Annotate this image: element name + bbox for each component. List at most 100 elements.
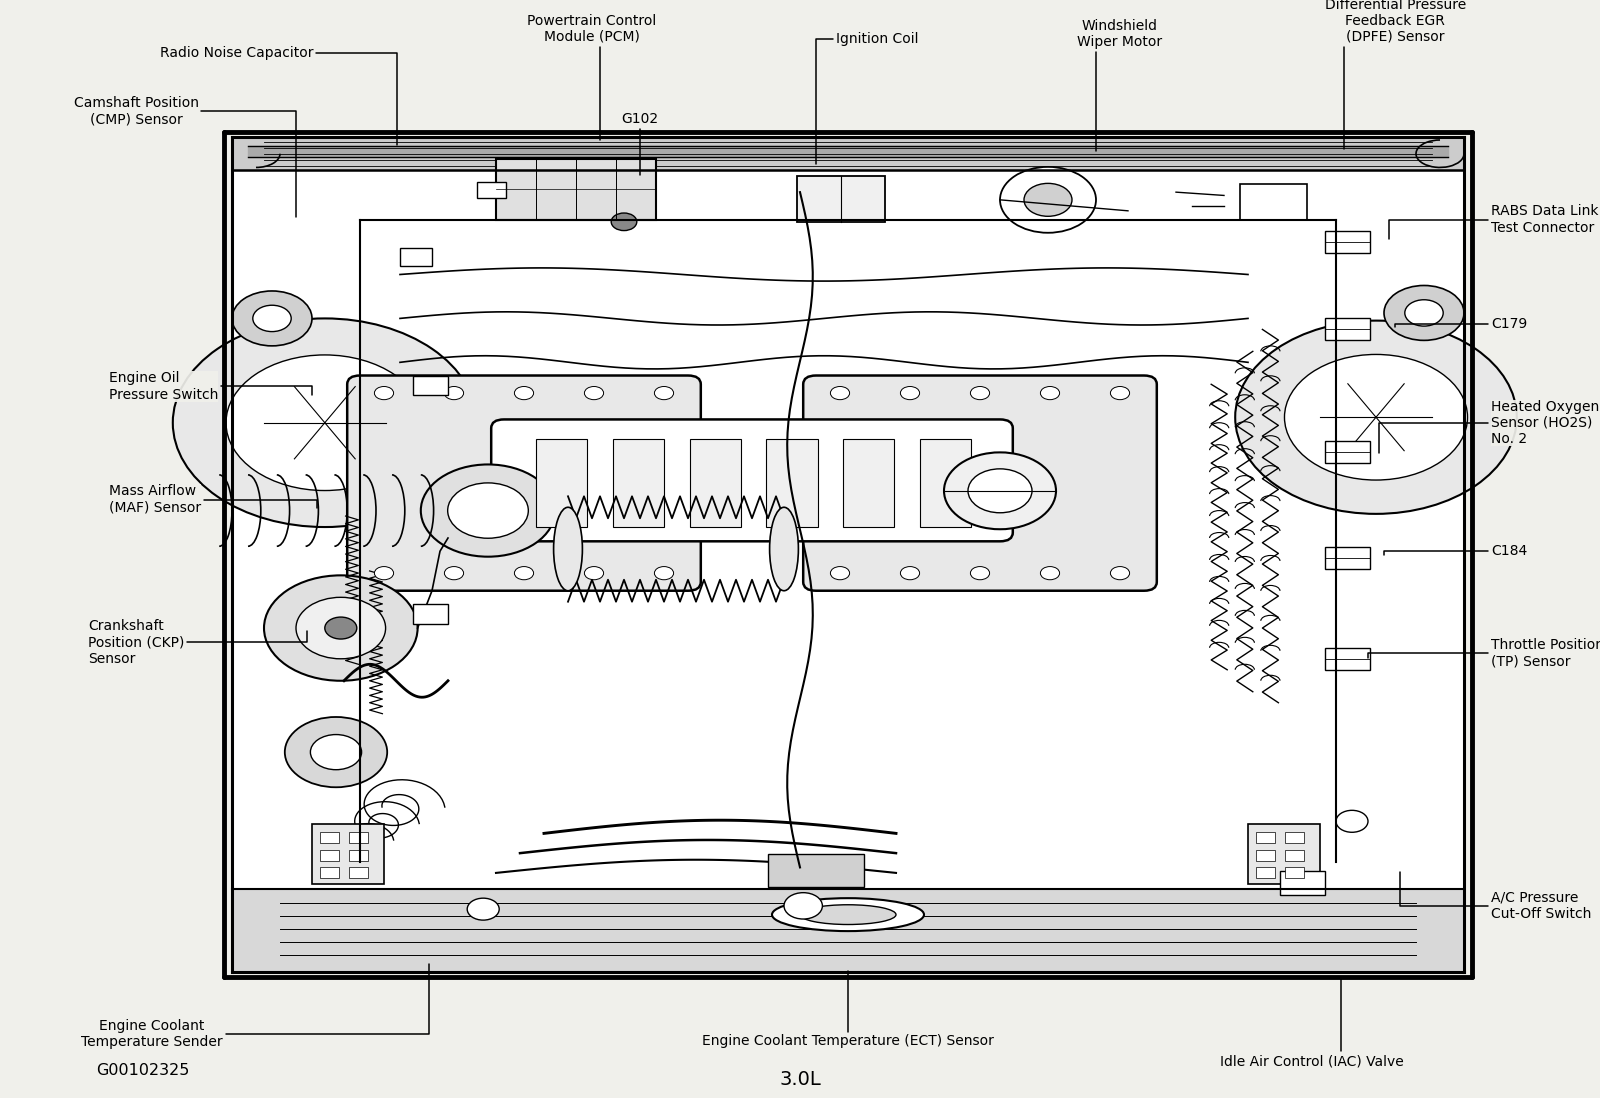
Text: G00102325: G00102325 xyxy=(96,1063,189,1078)
Text: Crankshaft
Position (CKP)
Sensor: Crankshaft Position (CKP) Sensor xyxy=(88,619,307,665)
Circle shape xyxy=(1336,810,1368,832)
Text: Differential Pressure
Feedback EGR
(DPFE) Sensor: Differential Pressure Feedback EGR (DPFE… xyxy=(1325,0,1466,148)
Circle shape xyxy=(970,567,990,580)
Bar xyxy=(768,854,864,887)
Circle shape xyxy=(296,597,386,659)
Text: Mass Airflow
(MAF) Sensor: Mass Airflow (MAF) Sensor xyxy=(109,484,317,515)
Bar xyxy=(1325,441,1370,463)
Bar xyxy=(766,439,818,527)
Circle shape xyxy=(784,893,822,919)
Text: Engine Coolant
Temperature Sender: Engine Coolant Temperature Sender xyxy=(82,964,429,1050)
Circle shape xyxy=(1040,386,1059,400)
Circle shape xyxy=(1110,386,1130,400)
Bar xyxy=(1285,867,1304,878)
Circle shape xyxy=(584,567,603,580)
Circle shape xyxy=(421,464,555,557)
Circle shape xyxy=(264,575,418,681)
Text: 3.0L: 3.0L xyxy=(779,1071,821,1089)
FancyBboxPatch shape xyxy=(347,376,701,591)
Circle shape xyxy=(584,386,603,400)
Circle shape xyxy=(970,386,990,400)
Circle shape xyxy=(515,567,534,580)
Bar xyxy=(1325,318,1370,340)
Bar xyxy=(613,439,664,527)
Circle shape xyxy=(1405,300,1443,326)
Bar xyxy=(1240,184,1307,220)
Circle shape xyxy=(1000,167,1096,233)
Bar xyxy=(1280,871,1325,895)
Circle shape xyxy=(1110,567,1130,580)
Bar xyxy=(1325,231,1370,253)
Text: C184: C184 xyxy=(1384,545,1528,558)
FancyBboxPatch shape xyxy=(491,419,1013,541)
Bar xyxy=(320,850,339,861)
Circle shape xyxy=(1235,321,1517,514)
Circle shape xyxy=(944,452,1056,529)
Text: Windshield
Wiper Motor: Windshield Wiper Motor xyxy=(1077,19,1163,150)
Bar xyxy=(413,604,448,624)
Bar xyxy=(477,182,506,198)
Text: Powertrain Control
Module (PCM): Powertrain Control Module (PCM) xyxy=(528,13,656,139)
Ellipse shape xyxy=(800,905,896,925)
Circle shape xyxy=(1384,285,1464,340)
Circle shape xyxy=(1040,567,1059,580)
Text: Throttle Position
(TP) Sensor: Throttle Position (TP) Sensor xyxy=(1368,638,1600,669)
Circle shape xyxy=(901,386,920,400)
Text: A/C Pressure
Cut-Off Switch: A/C Pressure Cut-Off Switch xyxy=(1400,873,1592,921)
Ellipse shape xyxy=(770,507,798,591)
Circle shape xyxy=(654,567,674,580)
Bar xyxy=(920,439,971,527)
Circle shape xyxy=(445,567,464,580)
Circle shape xyxy=(448,483,528,538)
Text: Engine Oil
Pressure Switch: Engine Oil Pressure Switch xyxy=(109,371,312,402)
Bar xyxy=(1325,547,1370,569)
Circle shape xyxy=(901,567,920,580)
Text: Radio Noise Capacitor: Radio Noise Capacitor xyxy=(160,46,397,145)
Circle shape xyxy=(310,735,362,770)
Bar xyxy=(232,137,1464,972)
Text: Heated Oxygen
Sensor (HO2S)
No. 2: Heated Oxygen Sensor (HO2S) No. 2 xyxy=(1379,400,1600,452)
FancyBboxPatch shape xyxy=(803,376,1157,591)
Bar xyxy=(413,376,448,395)
Bar xyxy=(320,832,339,843)
Circle shape xyxy=(611,213,637,231)
Circle shape xyxy=(325,617,357,639)
Circle shape xyxy=(374,567,394,580)
Text: Idle Air Control (IAC) Valve: Idle Air Control (IAC) Valve xyxy=(1221,978,1403,1068)
Circle shape xyxy=(232,291,312,346)
Text: G102: G102 xyxy=(621,112,659,175)
Bar xyxy=(797,176,885,222)
Bar xyxy=(1256,832,1275,843)
Circle shape xyxy=(467,898,499,920)
Bar xyxy=(843,439,894,527)
Circle shape xyxy=(654,386,674,400)
Circle shape xyxy=(830,567,850,580)
Bar xyxy=(320,867,339,878)
Circle shape xyxy=(515,386,534,400)
Text: RABS Data Link
Test Connector: RABS Data Link Test Connector xyxy=(1389,204,1598,238)
Ellipse shape xyxy=(771,898,925,931)
Circle shape xyxy=(830,386,850,400)
Circle shape xyxy=(285,717,387,787)
Circle shape xyxy=(968,469,1032,513)
Bar xyxy=(349,832,368,843)
Bar xyxy=(312,824,384,884)
Bar xyxy=(400,248,432,266)
Text: Ignition Coil: Ignition Coil xyxy=(816,32,918,164)
Bar xyxy=(1285,850,1304,861)
Circle shape xyxy=(374,386,394,400)
Circle shape xyxy=(445,386,464,400)
Bar xyxy=(536,439,587,527)
Circle shape xyxy=(1024,183,1072,216)
Text: Engine Coolant Temperature (ECT) Sensor: Engine Coolant Temperature (ECT) Sensor xyxy=(702,972,994,1049)
Text: Camshaft Position
(CMP) Sensor: Camshaft Position (CMP) Sensor xyxy=(74,96,296,216)
Circle shape xyxy=(1285,355,1467,480)
Bar xyxy=(1256,850,1275,861)
Circle shape xyxy=(226,355,424,491)
Bar xyxy=(1256,867,1275,878)
Circle shape xyxy=(173,318,477,527)
Bar xyxy=(1285,832,1304,843)
Bar xyxy=(349,850,368,861)
Circle shape xyxy=(253,305,291,332)
Bar xyxy=(496,159,656,220)
